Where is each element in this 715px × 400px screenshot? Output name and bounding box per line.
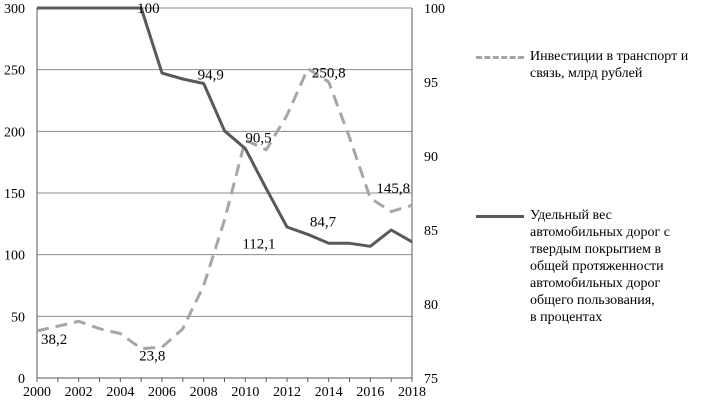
y-left-tick-300: 300: [4, 2, 25, 17]
x-tick-2012: 2012: [273, 385, 301, 400]
series-group: [36, 6, 413, 351]
data-label-4: 38,2: [41, 332, 67, 348]
y-right-tick-80: 80: [424, 298, 438, 313]
tick-labels: 0 50 100 150 200 250 300 75 80 85 90 95 100 2000 2002 2…: [4, 2, 445, 400]
x-tick-2000: 2000: [23, 385, 51, 400]
y-right-tick-75: 75: [424, 372, 438, 387]
x-tick-2008: 2008: [190, 385, 218, 400]
legend-label-investments-line1: Инвестиции в транспорт и: [530, 49, 689, 64]
data-label-6: 250,8: [312, 66, 346, 82]
legend-label-roads-line4: общей протяженности: [530, 259, 664, 274]
data-label-3: 84,7: [310, 214, 337, 230]
y-left-tick-0: 0: [18, 372, 25, 387]
legend-label-roads-line1: Удельный вес: [530, 208, 612, 223]
x-tick-2016: 2016: [356, 385, 384, 400]
legend-item-roads: Удельный вес автомобильных дорог с тверд…: [530, 207, 715, 326]
y-left-tick-250: 250: [4, 64, 25, 79]
y-right-tick-90: 90: [424, 150, 438, 165]
y-left-tick-200: 200: [4, 125, 25, 140]
data-label-0: 100: [137, 1, 160, 17]
axes: [36, 8, 413, 382]
data-label-8: 112,1: [242, 237, 275, 253]
y-right-tick-85: 85: [424, 224, 438, 239]
legend-label-roads-line2: автомобильных дорог с: [530, 225, 670, 240]
legend-label-roads-line5: автомобильных дорог: [530, 276, 661, 291]
legend-label-roads-line3: твердым покрытием в: [530, 242, 662, 257]
x-tick-2014: 2014: [315, 385, 343, 400]
data-label-1: 94,9: [198, 67, 224, 83]
x-tick-2018: 2018: [398, 385, 426, 400]
legend-item-investments: Инвестиции в транспорт и связь, млрд руб…: [530, 48, 715, 82]
y-left-tick-150: 150: [4, 187, 25, 202]
x-tick-2010: 2010: [231, 385, 259, 400]
data-label-2: 90,5: [245, 131, 271, 147]
y-right-tick-100: 100: [424, 2, 445, 17]
series-line-roads: [37, 6, 413, 248]
x-tick-2006: 2006: [148, 385, 176, 400]
legend-label-roads-line6: общего пользования,: [530, 293, 655, 308]
data-label-5: 23,8: [139, 349, 165, 365]
legend-label-investments-line2: связь, млрд рублей: [530, 66, 643, 81]
legend-label-roads-line7: в процентах: [530, 310, 603, 325]
legend-swatch-investments: [476, 56, 524, 59]
legend-swatch-roads: [476, 215, 524, 218]
data-label-7: 145,8: [376, 181, 410, 197]
y-left-tick-100: 100: [4, 249, 25, 264]
gridlines: [37, 7, 412, 317]
y-left-tick-50: 50: [11, 310, 25, 325]
x-tick-2004: 2004: [106, 385, 134, 400]
y-right-tick-95: 95: [424, 76, 438, 91]
series-line-investments: [36, 67, 413, 351]
data-labels: 100 94,9 90,5 84,7 38,2 23,8 250,8 145,8 112,1: [41, 1, 410, 365]
x-tick-2002: 2002: [65, 385, 93, 400]
